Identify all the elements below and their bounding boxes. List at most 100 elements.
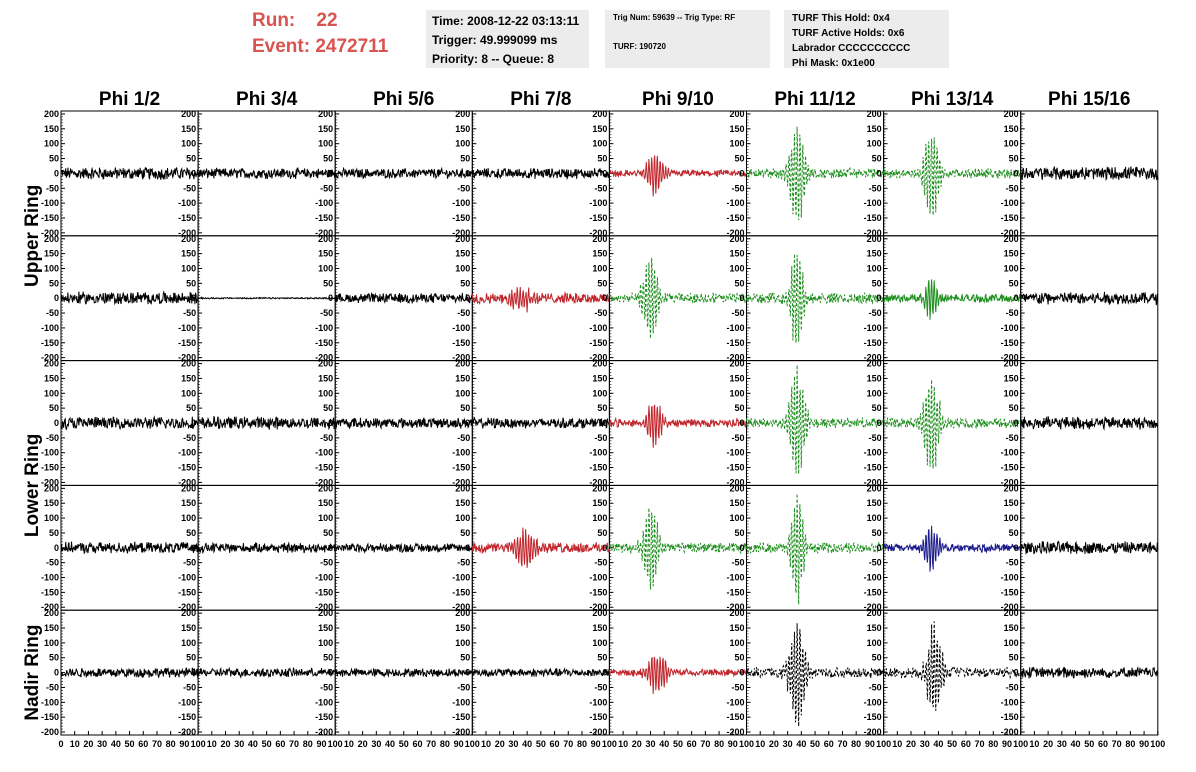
y-tick-label: 200: [181, 109, 196, 119]
x-tick-label: 100: [465, 739, 480, 749]
y-tick-label: -50: [731, 308, 744, 318]
y-tick-label: 100: [181, 263, 196, 273]
y-tick-label: 100: [867, 388, 882, 398]
y-tick-label: 150: [181, 249, 196, 259]
y-tick-label: -100: [315, 198, 333, 208]
y-tick-label: 200: [729, 234, 744, 244]
y-tick-label: 150: [181, 498, 196, 508]
x-tick-label: 40: [796, 739, 806, 749]
waveform-series: [197, 296, 336, 301]
y-tick-label: 0: [602, 543, 607, 553]
y-tick-label: -150: [315, 712, 333, 722]
y-tick-label: 200: [181, 483, 196, 493]
y-tick-label: 0: [1014, 293, 1019, 303]
y-tick-label: -100: [589, 198, 607, 208]
y-tick-label: -100: [452, 448, 470, 458]
y-tick-label: 0: [465, 543, 470, 553]
y-tick-label: 150: [318, 249, 333, 259]
waveform-series: [1020, 665, 1159, 679]
y-tick-label: -150: [41, 712, 59, 722]
y-tick-label: 150: [44, 498, 59, 508]
y-tick-label: -150: [589, 213, 607, 223]
x-tick-label: 90: [1139, 739, 1149, 749]
waveform-series: [883, 525, 1022, 572]
x-tick-label: 0: [58, 739, 63, 749]
y-tick-label: 50: [872, 154, 882, 164]
waveform-series: [60, 667, 199, 679]
column-header: Phi 5/6: [373, 89, 434, 110]
column-header: Phi 7/8: [510, 89, 571, 110]
y-tick-label: 100: [592, 638, 607, 648]
y-tick-label: 100: [455, 388, 470, 398]
x-tick-label: 20: [1043, 739, 1053, 749]
x-tick-label: 10: [755, 739, 765, 749]
y-tick-label: -150: [41, 463, 59, 473]
y-tick-label: -50: [869, 308, 882, 318]
y-tick-label: 100: [1004, 638, 1019, 648]
y-tick-label: -150: [726, 213, 744, 223]
y-tick-label: 0: [54, 668, 59, 678]
y-tick-label: 150: [729, 124, 744, 134]
y-tick-label: 200: [592, 608, 607, 618]
y-tick-label: -200: [726, 228, 744, 238]
y-tick-label: -200: [178, 727, 196, 737]
waveform-series: [60, 166, 199, 181]
y-tick-label: -200: [315, 228, 333, 238]
y-tick-label: 200: [181, 359, 196, 369]
y-tick-label: 200: [1004, 608, 1019, 618]
y-tick-label: -150: [178, 587, 196, 597]
y-tick-label: 0: [602, 293, 607, 303]
y-tick-label: -100: [178, 323, 196, 333]
y-tick-label: 150: [1004, 124, 1019, 134]
y-tick-label: -150: [41, 213, 59, 223]
x-tick-label: 50: [536, 739, 546, 749]
y-tick-label: -150: [178, 712, 196, 722]
waveform-series: [1020, 166, 1159, 182]
y-tick-label: -150: [178, 338, 196, 348]
y-tick-label: 50: [323, 154, 333, 164]
y-tick-label: -150: [315, 338, 333, 348]
y-tick-label: 100: [729, 139, 744, 149]
y-tick-label: 0: [328, 418, 333, 428]
y-tick-label: 150: [318, 498, 333, 508]
y-tick-label: -200: [452, 228, 470, 238]
y-tick-label: 50: [323, 403, 333, 413]
x-tick-label: 60: [961, 739, 971, 749]
turf-info-box: TURF This Hold: 0x4 TURF Active Holds: 0…: [784, 10, 949, 69]
y-tick-label: 150: [729, 373, 744, 383]
y-tick-label: 100: [455, 513, 470, 523]
y-tick-label: 0: [877, 668, 882, 678]
y-tick-label: 200: [867, 483, 882, 493]
y-tick-label: -200: [315, 602, 333, 612]
y-tick-label: 100: [44, 139, 59, 149]
y-tick-label: 100: [867, 139, 882, 149]
event-value: 2472711: [315, 36, 389, 57]
x-tick-label: 100: [602, 739, 617, 749]
y-tick-label: 50: [186, 653, 196, 663]
y-tick-label: -50: [1006, 183, 1019, 193]
y-tick-label: -200: [41, 477, 59, 487]
waveform-series: [197, 541, 336, 555]
y-tick-label: -200: [452, 477, 470, 487]
y-tick-label: 150: [592, 623, 607, 633]
y-tick-label: 100: [729, 388, 744, 398]
y-tick-label: -150: [726, 587, 744, 597]
turf-active-line: TURF Active Holds: 0x6: [792, 28, 905, 39]
y-tick-label: 100: [729, 638, 744, 648]
y-tick-label: -100: [726, 198, 744, 208]
y-tick-label: 50: [186, 528, 196, 538]
y-tick-label: 200: [455, 483, 470, 493]
y-tick-label: 0: [191, 668, 196, 678]
x-tick-label: 70: [563, 739, 573, 749]
y-tick-label: -150: [1001, 338, 1019, 348]
run-label: Run:: [252, 10, 296, 31]
x-tick-label: 10: [618, 739, 628, 749]
y-tick-label: -50: [1006, 558, 1019, 568]
y-tick-label: 0: [328, 543, 333, 553]
x-tick-label: 90: [591, 739, 601, 749]
y-tick-label: -100: [1001, 448, 1019, 458]
y-tick-label: 200: [455, 109, 470, 119]
x-tick-label: 10: [70, 739, 80, 749]
y-tick-label: -200: [1001, 353, 1019, 363]
x-tick-label: 50: [947, 739, 957, 749]
